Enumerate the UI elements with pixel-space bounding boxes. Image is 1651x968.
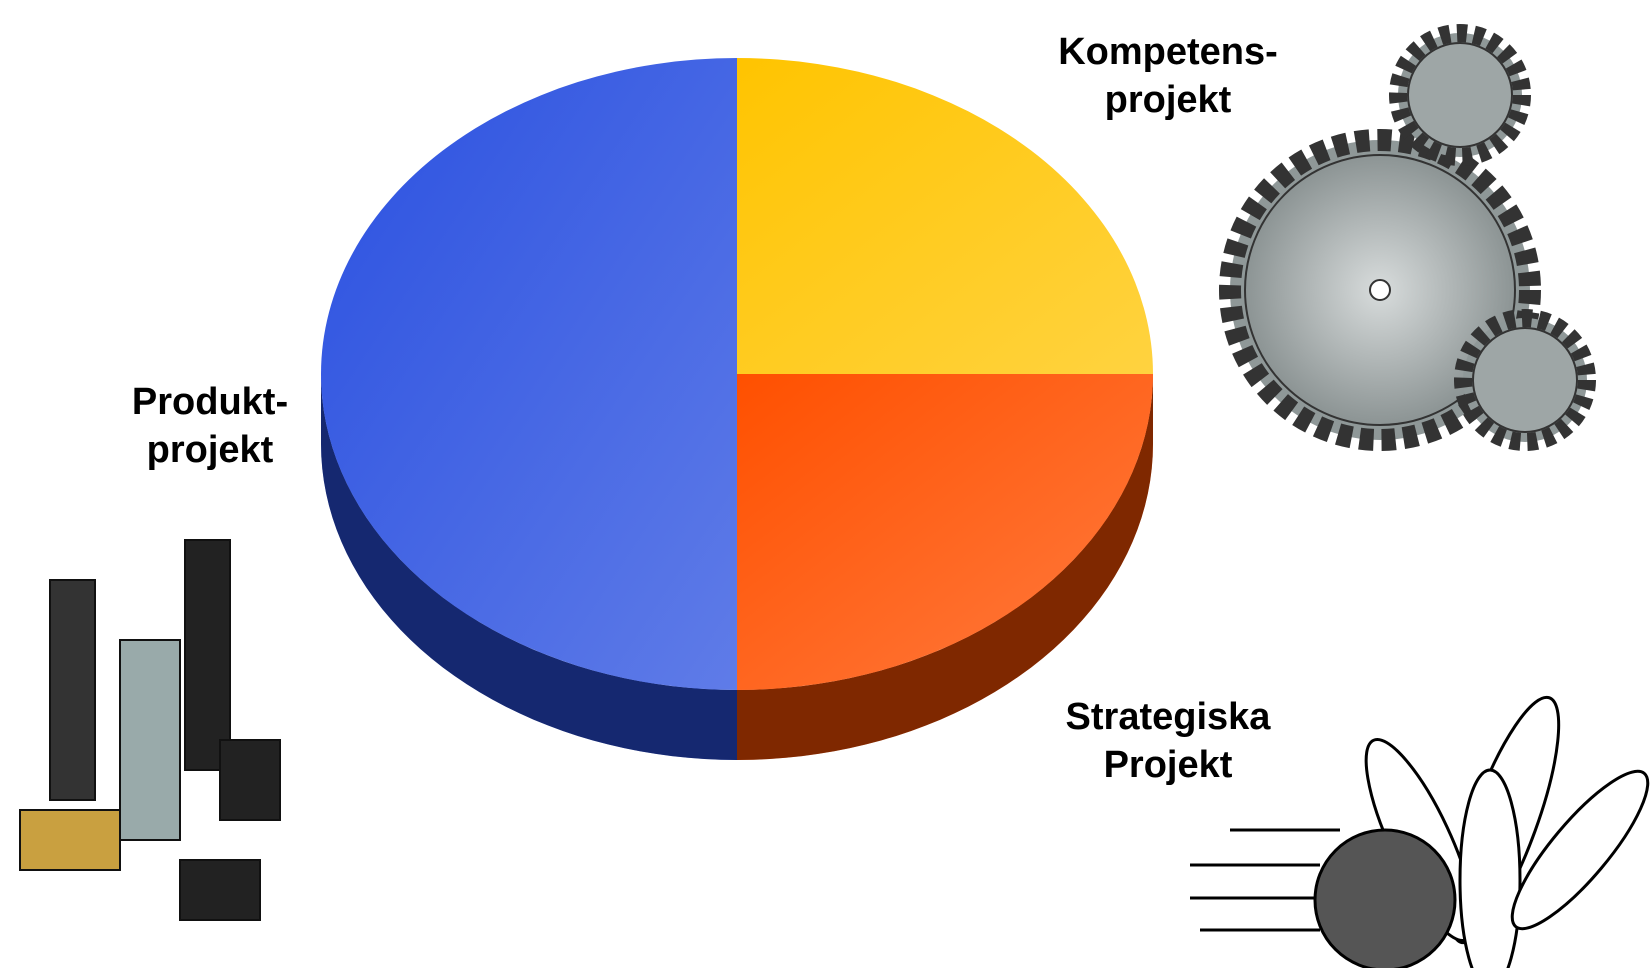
page: Kompetens- projekt Strategiska Projekt P… bbox=[0, 0, 1651, 968]
tools-illustration bbox=[20, 540, 280, 920]
slice bbox=[737, 374, 1153, 690]
chart bbox=[0, 0, 1651, 968]
slice-label: Strategiska Projekt bbox=[1008, 693, 1328, 789]
pie bbox=[321, 58, 1153, 760]
slice-label: Produkt- projekt bbox=[50, 378, 370, 474]
slice-label: Kompetens- projekt bbox=[1008, 28, 1328, 124]
